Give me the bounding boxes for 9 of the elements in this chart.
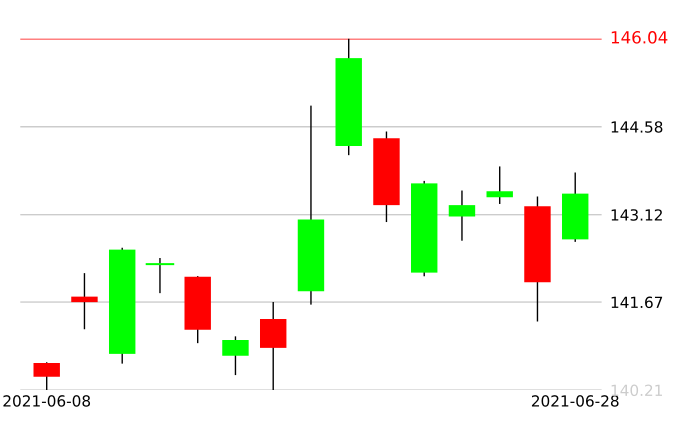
x-tick-label: 2021-06-28 [532, 395, 619, 407]
candlestick [71, 273, 98, 330]
candlestick [486, 166, 513, 204]
x-tick-label: 2021-06-08 [3, 395, 90, 407]
y-tick-label: 140.21 [612, 384, 662, 396]
y-tick-label: 144.58 [612, 121, 662, 133]
ref-line-label: 146.04 [612, 31, 668, 44]
y-tick-label: 141.67 [612, 296, 662, 308]
y-tick-label: 143.12 [612, 209, 662, 221]
